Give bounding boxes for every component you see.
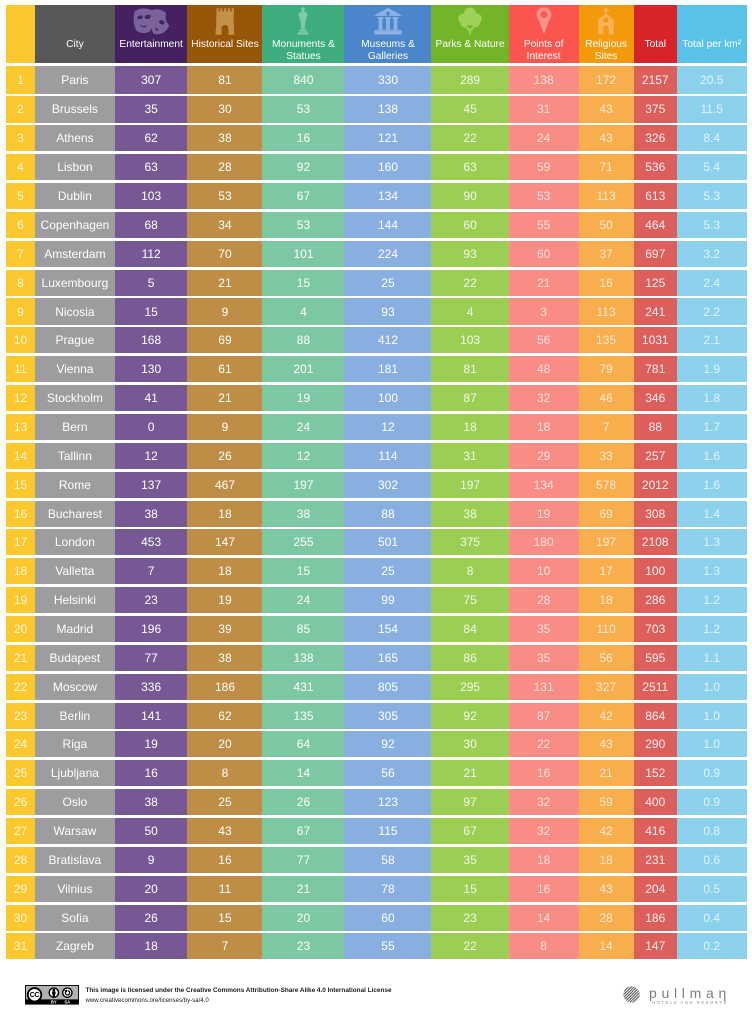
svg-text:SA: SA bbox=[64, 1000, 70, 1005]
svg-text:CC: CC bbox=[29, 992, 39, 999]
svg-text:BY: BY bbox=[51, 1000, 57, 1005]
